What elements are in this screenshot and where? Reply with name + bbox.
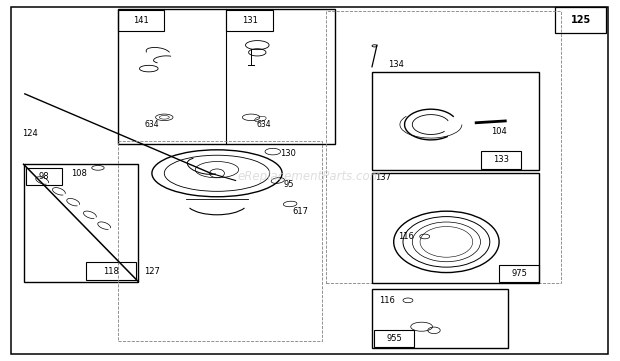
Bar xyxy=(118,10,164,31)
Text: 133: 133 xyxy=(493,156,508,164)
Bar xyxy=(480,151,521,169)
Text: 118: 118 xyxy=(103,267,119,275)
Text: 98: 98 xyxy=(38,172,50,180)
Text: 955: 955 xyxy=(386,334,402,343)
Text: 125: 125 xyxy=(570,15,591,25)
Bar xyxy=(226,10,273,31)
Bar xyxy=(372,72,539,170)
Text: 124: 124 xyxy=(22,129,38,138)
Bar xyxy=(118,141,322,341)
Text: 116: 116 xyxy=(379,296,396,305)
Text: 634: 634 xyxy=(144,120,159,129)
Bar xyxy=(499,265,539,282)
Text: 134: 134 xyxy=(388,61,404,69)
Bar xyxy=(372,173,539,283)
Bar xyxy=(24,164,138,282)
Text: 131: 131 xyxy=(242,16,257,25)
Text: 130: 130 xyxy=(280,149,296,158)
Bar xyxy=(372,289,508,348)
Text: 137: 137 xyxy=(375,173,391,182)
Text: 104: 104 xyxy=(491,127,507,136)
Text: eReplacementParts.com: eReplacementParts.com xyxy=(238,170,382,183)
Bar xyxy=(374,330,414,347)
Bar xyxy=(118,9,335,144)
Text: 127: 127 xyxy=(144,267,160,276)
Bar xyxy=(86,262,136,280)
Bar xyxy=(555,7,606,33)
Text: 108: 108 xyxy=(71,169,87,178)
Text: 975: 975 xyxy=(512,269,527,278)
Text: 634: 634 xyxy=(256,120,271,129)
Text: 141: 141 xyxy=(133,16,149,25)
Bar xyxy=(26,168,62,185)
Text: 116: 116 xyxy=(398,232,414,241)
Text: 617: 617 xyxy=(293,207,309,216)
Text: 95: 95 xyxy=(283,180,293,189)
Bar xyxy=(326,11,561,283)
